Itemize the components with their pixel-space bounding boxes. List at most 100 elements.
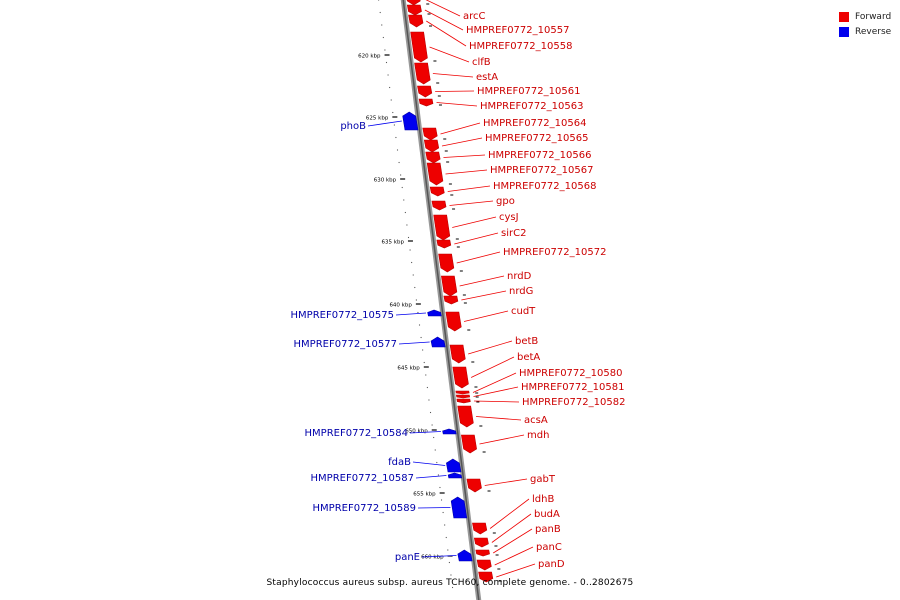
scale-dot xyxy=(414,286,416,289)
scale-dot xyxy=(393,124,395,126)
forward-gene-leader xyxy=(463,310,509,322)
scale-dot xyxy=(403,199,405,201)
tick-label: 640 kbp xyxy=(389,303,412,309)
reverse-gene-label: HMPREF0772_10577 xyxy=(294,339,397,350)
scale-dot xyxy=(450,574,452,576)
scale-dot xyxy=(444,524,446,526)
reverse-gene-leader xyxy=(417,507,451,509)
scale-dot xyxy=(418,324,421,326)
forward-gene-feature xyxy=(478,571,494,583)
forward-swatch xyxy=(839,11,849,22)
forward-gene-leader xyxy=(429,46,470,63)
forward-gene-label: cysJ xyxy=(499,212,519,223)
scale-dot xyxy=(382,36,384,39)
forward-gene-leader xyxy=(491,513,532,543)
forward-gene-leader xyxy=(489,498,530,529)
scale-dot xyxy=(392,111,394,114)
scale-dot xyxy=(428,399,430,401)
scale-dot xyxy=(420,336,422,339)
genome-axis-edge xyxy=(402,0,480,600)
forward-gene-feature xyxy=(461,434,477,454)
reverse-gene-feature xyxy=(447,472,463,479)
tick-label: 625 kbp xyxy=(366,116,389,122)
forward-gene-label: HMPREF0772_10565 xyxy=(485,133,588,144)
reverse-gene-leader xyxy=(421,555,457,558)
forward-gene-feature xyxy=(431,200,447,211)
scale-dot xyxy=(436,461,438,464)
reverse-swatch xyxy=(839,26,849,37)
scale-dot xyxy=(437,474,439,476)
legend: Forward Reverse xyxy=(839,9,891,39)
forward-gene-label: HMPREF0772_10581 xyxy=(521,382,624,393)
forward-gene-feature xyxy=(433,214,451,241)
tick-label: 635 kbp xyxy=(382,240,405,246)
scale-dot xyxy=(445,536,447,539)
position-ticks: 620 kbp 625 kbp 630 kbp 635 kbp 640 kbp 645 k… xyxy=(358,54,453,561)
reverse-gene-label: panE xyxy=(395,552,420,563)
forward-gene-feature xyxy=(475,549,490,557)
forward-gene-leader xyxy=(435,90,475,92)
forward-gene-leader xyxy=(432,73,474,78)
forward-gene-label: nrdG xyxy=(509,286,533,297)
forward-gene-feature xyxy=(408,14,424,28)
forward-gene-leader xyxy=(459,275,505,287)
forward-gene-label: panB xyxy=(535,524,561,535)
reverse-gene-feature xyxy=(402,111,419,131)
forward-gene-leader xyxy=(472,372,517,393)
scale-dot xyxy=(396,149,399,151)
forward-gene-feature xyxy=(466,478,482,493)
tick-label: 660 kbp xyxy=(421,555,444,561)
forward-gene-leader xyxy=(454,232,499,245)
scale-dot xyxy=(415,299,417,301)
scale-dot xyxy=(423,361,425,364)
forward-gene-label: HMPREF0772_10572 xyxy=(503,247,606,258)
reverse-gene-feature xyxy=(450,496,468,519)
reverse-gene-label: fdaB xyxy=(388,457,411,468)
legend-reverse: Reverse xyxy=(839,24,891,39)
forward-gene-label: cudT xyxy=(511,306,536,317)
scale-dot xyxy=(417,311,419,314)
tick-dot-track xyxy=(378,0,454,589)
reverse-gene-leader xyxy=(398,341,430,345)
forward-gene-label: gpo xyxy=(496,196,515,207)
scale-dot xyxy=(434,449,436,451)
scale-dot xyxy=(426,386,428,389)
forward-gene-label: ldhB xyxy=(532,494,554,505)
forward-gene-leader xyxy=(441,137,483,147)
forward-gene-feature xyxy=(406,0,421,6)
scale-dot xyxy=(401,186,403,189)
forward-features: arcC HMPREF0772_10557 HMPREF0772_10558 clfB… xyxy=(406,0,625,583)
forward-gene-label: acsA xyxy=(524,415,548,426)
forward-gene-label: HMPREF0772_10563 xyxy=(480,101,583,112)
reverse-gene-feature xyxy=(442,428,457,435)
forward-gene-feature xyxy=(417,85,433,98)
forward-gene-label: HMPREF0772_10558 xyxy=(469,41,572,52)
forward-gene-feature xyxy=(441,275,458,297)
forward-gene-leader xyxy=(440,122,481,135)
forward-gene-leader xyxy=(494,546,534,566)
forward-gene-leader xyxy=(452,216,497,228)
reverse-gene-leader xyxy=(412,461,446,466)
legend-forward: Forward xyxy=(839,9,891,24)
scale-dot xyxy=(400,174,402,176)
forward-gene-leader xyxy=(496,563,536,578)
scale-dot xyxy=(442,511,444,514)
forward-gene-feature xyxy=(410,31,428,63)
forward-gene-leader xyxy=(470,356,515,378)
scale-dot xyxy=(395,136,397,139)
legend-reverse-label: Reverse xyxy=(855,26,892,37)
forward-gene-label: HMPREF0772_10582 xyxy=(522,397,625,408)
forward-gene-label: HMPREF0772_10580 xyxy=(519,368,622,379)
scale-dot xyxy=(425,374,427,376)
scale-dot xyxy=(406,224,408,226)
forward-gene-feature xyxy=(438,253,455,273)
tick-label: 630 kbp xyxy=(374,178,397,184)
reverse-gene-feature xyxy=(427,309,442,317)
forward-gene-feature xyxy=(423,139,440,153)
forward-gene-leader xyxy=(475,416,522,421)
reverse-gene-label: HMPREF0772_10575 xyxy=(291,310,394,321)
forward-gene-feature xyxy=(422,127,438,141)
tick-label: 655 kbp xyxy=(413,492,436,498)
forward-gene-feature xyxy=(455,394,471,399)
